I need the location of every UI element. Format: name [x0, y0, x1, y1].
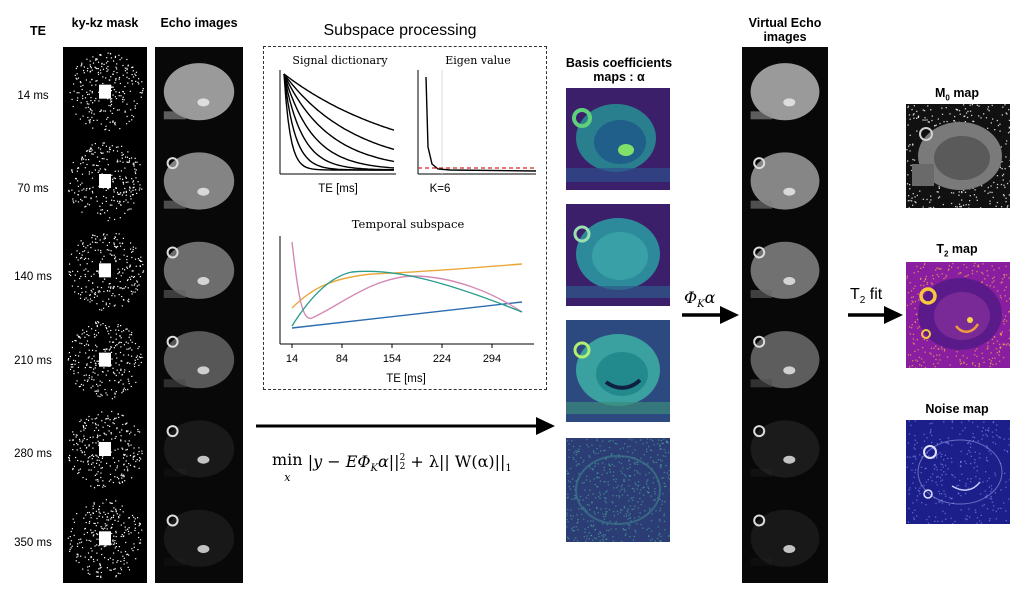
m0-map — [906, 104, 1010, 208]
t2fit-rest: fit — [865, 286, 883, 303]
temporal-subspace-plot: Temporal subspace 14 84 154 224 294 TE [ms] — [279, 217, 534, 385]
phi-symbol: Φ — [684, 288, 698, 307]
phi-k-alpha-label: ΦKα — [684, 288, 715, 310]
temporal-tick-label: 154 — [383, 353, 401, 365]
phi-alpha: α — [704, 288, 716, 307]
temporal-tick-label: 224 — [433, 353, 451, 365]
temporal-tick-label: 84 — [336, 353, 348, 365]
m0-sub: 0 — [945, 93, 950, 103]
subspace-header: Subspace processing — [323, 22, 477, 39]
temporal-subspace-xlabel: TE [ms] — [386, 373, 426, 385]
signal-dictionary-title: Signal dictionary — [292, 54, 388, 67]
coeff-header: Basis coefficients maps : α — [565, 56, 673, 84]
t2-sub: 2 — [944, 249, 949, 259]
m0-rest: map — [949, 86, 980, 100]
t2-fit-label: T2 fit — [850, 286, 882, 306]
te-header: TE — [30, 24, 46, 38]
echo-images-column — [155, 47, 243, 583]
eq-min-sub: x — [284, 471, 291, 484]
te-label: 280 ms — [14, 448, 52, 460]
virtual-header: Virtual Echo images — [748, 16, 822, 44]
coefficient-map-1 — [566, 88, 670, 190]
eq-body: |y − EΦ — [307, 452, 371, 471]
temporal-tick-label: 294 — [483, 353, 501, 365]
te-label: 210 ms — [14, 355, 52, 367]
eq-sq: 2 — [399, 452, 406, 463]
eq-one: 1 — [505, 463, 512, 475]
m0-m: M — [934, 86, 946, 100]
te-label: 70 ms — [17, 183, 49, 195]
signal-dictionary-xlabel: TE [ms] — [318, 183, 358, 195]
mask-column — [63, 47, 147, 583]
noise-map — [906, 420, 1010, 524]
eigen-value-plot: Eigen value K=6 — [417, 54, 537, 195]
t2-fit-arrow — [848, 306, 903, 324]
te-label: 350 ms — [14, 537, 52, 549]
temporal-tick-label: 14 — [286, 353, 298, 365]
phi-arrow — [682, 306, 739, 324]
optimization-equation: min x |y − EΦKα||2 2 + λ|| W(α)||1 — [272, 452, 562, 486]
phi-sub: K — [697, 299, 705, 311]
t2fit-sub: 2 — [859, 295, 866, 307]
te-label: 14 ms — [17, 90, 49, 102]
temporal-subspace-title: Temporal subspace — [352, 217, 465, 231]
noise-map-title: Noise map — [925, 402, 989, 416]
mask-header: ky-kz mask — [71, 16, 139, 30]
eigen-value-title: Eigen value — [445, 54, 511, 67]
t2-map-title: T2 map — [905, 242, 1009, 259]
eq-two: 2 — [399, 461, 406, 472]
coefficient-map-3 — [566, 320, 670, 422]
t2-map — [906, 262, 1010, 368]
coefficient-map-2 — [566, 204, 670, 306]
coefficient-map-4 — [566, 438, 670, 542]
te-label: 140 ms — [14, 271, 52, 283]
t2-t: T — [936, 242, 944, 256]
eigen-value-xlabel: K=6 — [430, 183, 451, 195]
t2fit-t: T — [850, 286, 860, 303]
signal-dictionary-plot: Signal dictionary TE [ms] — [279, 54, 396, 195]
eq-min: min — [272, 450, 303, 469]
solve-arrow — [256, 417, 555, 435]
eq-plus: + λ|| W(α)|| — [405, 452, 506, 471]
eq-k: K — [370, 463, 378, 475]
subspace-box — [263, 46, 547, 390]
echo-header: Echo images — [160, 16, 238, 30]
virtual-echo-column — [742, 47, 828, 583]
m0-map-title: M0 map — [905, 86, 1009, 103]
t2-rest: map — [948, 242, 978, 256]
eq-rest: α|| — [377, 452, 400, 471]
